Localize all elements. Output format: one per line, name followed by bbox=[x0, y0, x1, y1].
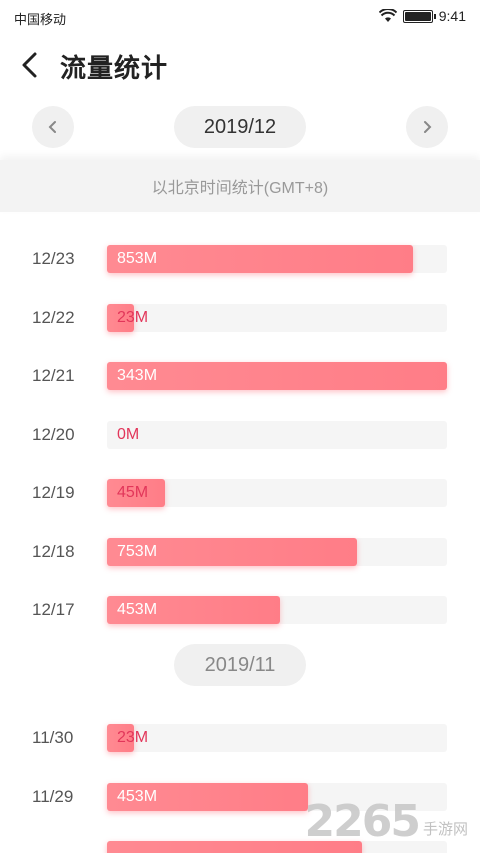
usage-value: 453M bbox=[117, 601, 158, 618]
usage-value: 453M bbox=[117, 787, 158, 805]
usage-bar-track: 453M bbox=[107, 596, 447, 624]
usage-date: 12/18 bbox=[32, 541, 75, 561]
usage-bar-fill bbox=[107, 245, 413, 273]
usage-bar-track: 753M bbox=[107, 537, 447, 566]
usage-bar-track: 853M bbox=[107, 245, 447, 273]
usage-row: 12/17 453M bbox=[0, 596, 480, 624]
usage-bar-track: 45M bbox=[107, 479, 447, 507]
usage-value: 853M bbox=[117, 250, 158, 267]
usage-date: 12/21 bbox=[32, 366, 75, 385]
usage-row: 12/23 853M bbox=[0, 245, 480, 273]
chevron-right-icon bbox=[424, 121, 432, 133]
usage-date: 11/29 bbox=[32, 786, 74, 806]
usage-bar-fill bbox=[107, 841, 362, 853]
usage-bar-fill bbox=[107, 782, 308, 811]
usage-bar-fill bbox=[107, 724, 134, 752]
usage-row: 11/30 23M bbox=[0, 724, 480, 752]
usage-row: 12/21 343M bbox=[0, 362, 480, 390]
usage-bar-fill bbox=[107, 596, 280, 624]
usage-date: 11/30 bbox=[32, 728, 74, 747]
usage-bar-track: 23M bbox=[107, 724, 447, 752]
month-header: 2019/11 bbox=[174, 644, 306, 686]
header: 流量统计 bbox=[0, 38, 480, 94]
current-month[interactable]: 2019/12 bbox=[174, 106, 306, 148]
usage-date: 12/19 bbox=[32, 483, 75, 502]
usage-value: 753M bbox=[117, 542, 158, 560]
wifi-icon bbox=[378, 9, 397, 22]
back-button[interactable] bbox=[14, 48, 48, 82]
usage-row: 12/18 753M bbox=[0, 537, 480, 566]
usage-row: 11/29 453M bbox=[0, 782, 480, 811]
page-title: 流量统计 bbox=[60, 53, 169, 83]
usage-date: 12/17 bbox=[32, 600, 75, 619]
usage-row bbox=[0, 841, 480, 853]
usage-row: 12/22 23M bbox=[0, 303, 480, 332]
status-time: 9:41 bbox=[438, 8, 466, 24]
battery-icon bbox=[402, 9, 436, 23]
watermark-number: 2265 bbox=[304, 796, 421, 847]
usage-date: 12/20 bbox=[32, 424, 75, 444]
status-bar: 中国移动 9:41 bbox=[0, 0, 480, 34]
usage-bar-track bbox=[107, 841, 447, 853]
usage-bar-track: 0M bbox=[107, 420, 447, 449]
usage-date: 12/22 bbox=[32, 307, 75, 327]
usage-bar-track: 23M bbox=[107, 303, 447, 332]
usage-date: 12/23 bbox=[32, 249, 75, 268]
status-icons: 9:41 bbox=[378, 8, 466, 24]
usage-value: 343M bbox=[117, 367, 158, 384]
month-navigator: 2019/12 bbox=[0, 106, 480, 150]
usage-bar-track: 343M bbox=[107, 362, 447, 390]
usage-value: 23M bbox=[117, 308, 149, 326]
chevron-left-icon bbox=[22, 52, 37, 78]
usage-value: 23M bbox=[117, 729, 149, 746]
usage-bar-fill bbox=[107, 303, 134, 332]
next-month-button[interactable] bbox=[406, 106, 448, 148]
chevron-left-icon bbox=[48, 121, 56, 133]
usage-bar-fill bbox=[107, 537, 357, 566]
usage-bar-fill bbox=[107, 362, 447, 390]
usage-row: 12/20 0M bbox=[0, 420, 480, 449]
usage-value: 0M bbox=[117, 425, 140, 443]
prev-month-button[interactable] bbox=[32, 106, 74, 148]
usage-row: 12/19 45M bbox=[0, 479, 480, 507]
usage-value: 45M bbox=[117, 484, 149, 501]
carrier-label: 中国移动 bbox=[14, 12, 67, 27]
timezone-note: 以北京时间统计(GMT+8) bbox=[0, 160, 480, 212]
watermark-text: 手游网 bbox=[422, 821, 468, 838]
watermark-logo: 2265 手游网 bbox=[305, 796, 468, 847]
usage-bar-fill bbox=[107, 479, 165, 507]
usage-bar-track: 453M bbox=[107, 782, 447, 811]
